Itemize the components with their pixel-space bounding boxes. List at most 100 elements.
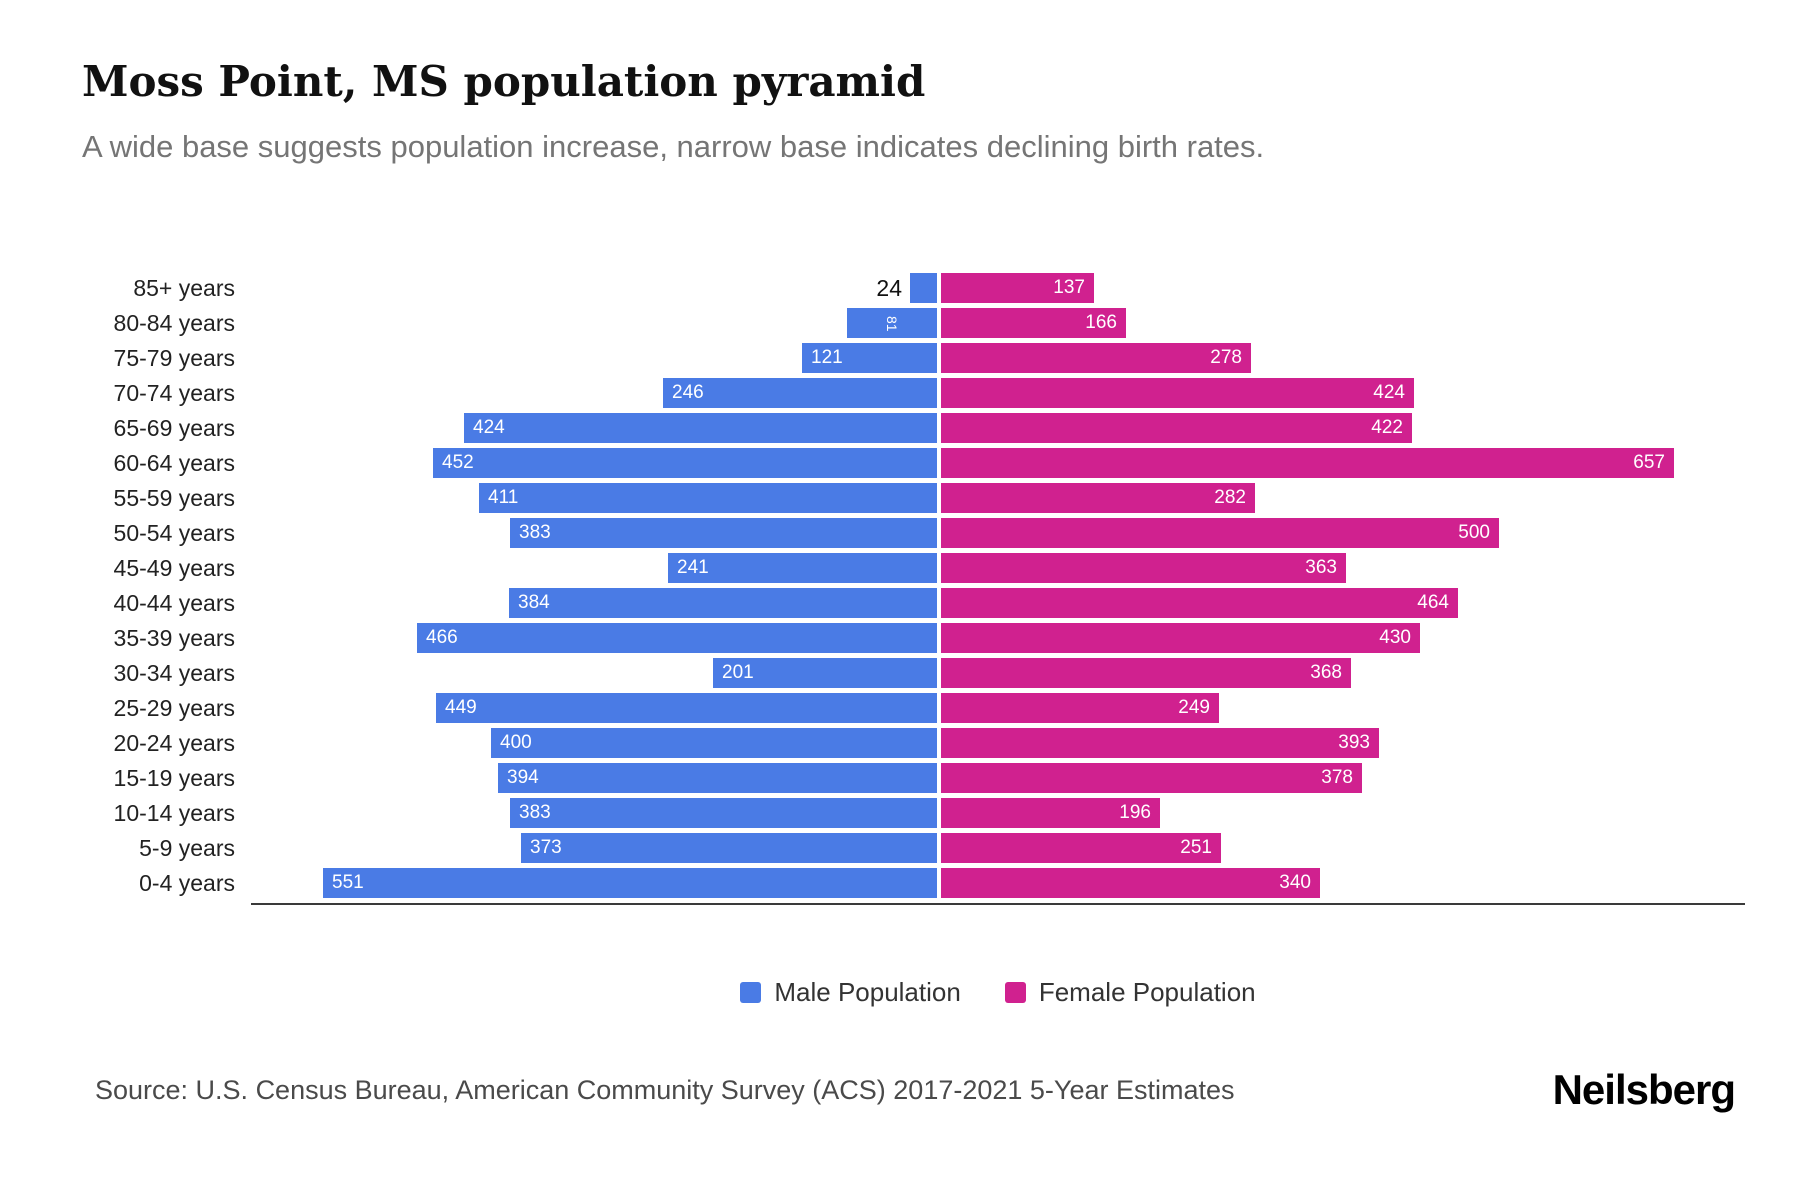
pyramid-row: 80-84 years 81 166 (85, 308, 1745, 339)
chart-legend: Male Population Female Population (251, 977, 1745, 1008)
pyramid-row: 5-9 years 373 251 (85, 833, 1745, 864)
legend-item-male[interactable]: Male Population (740, 977, 961, 1008)
female-value-label: 500 (1458, 522, 1490, 544)
female-bar (941, 588, 1458, 619)
female-value-label: 282 (1214, 487, 1246, 509)
male-bar (663, 378, 937, 409)
female-bar (941, 273, 1094, 304)
age-group-label: 45-49 years (113, 555, 235, 582)
male-bar (479, 483, 937, 514)
female-value-label: 430 (1379, 627, 1411, 649)
age-group-label: 15-19 years (113, 765, 235, 792)
female-value-label: 393 (1338, 732, 1370, 754)
pyramid-row: 45-49 years 241 363 (85, 553, 1745, 584)
male-bar (668, 553, 937, 584)
pyramid-row: 10-14 years 383 196 (85, 798, 1745, 829)
female-bar (941, 658, 1351, 689)
male-bar (491, 728, 937, 759)
male-value-label: 452 (442, 452, 474, 474)
pyramid-row: 50-54 years 383 500 (85, 518, 1745, 549)
male-legend-label: Male Population (774, 977, 961, 1008)
bar-area: 384 464 (251, 588, 1745, 619)
female-bar (941, 343, 1251, 374)
male-value-label: 411 (488, 487, 519, 509)
bar-area: 452 657 (251, 448, 1745, 479)
age-group-label: 5-9 years (139, 835, 235, 862)
female-value-label: 363 (1305, 557, 1337, 579)
male-swatch-icon (740, 982, 762, 1004)
age-group-label: 30-34 years (113, 660, 235, 687)
female-value-label: 422 (1371, 417, 1403, 439)
female-bar (941, 413, 1412, 444)
pyramid-row: 85+ years 24 137 (85, 273, 1745, 304)
bar-area: 241 363 (251, 553, 1745, 584)
female-bar (941, 728, 1379, 759)
male-value-label: 24 (876, 275, 902, 302)
age-group-label: 25-29 years (113, 695, 235, 722)
bar-area: 121 278 (251, 343, 1745, 374)
legend-item-female[interactable]: Female Population (1004, 977, 1256, 1008)
female-value-label: 278 (1210, 347, 1242, 369)
male-value-label: 246 (672, 382, 704, 404)
chart-subtitle: A wide base suggests population increase… (82, 129, 1265, 165)
male-bar (713, 658, 937, 689)
male-bar (464, 413, 937, 444)
pyramid-row: 25-29 years 449 249 (85, 693, 1745, 724)
pyramid-row: 55-59 years 411 282 (85, 483, 1745, 514)
bar-area: 81 166 (251, 308, 1745, 339)
bar-area: 373 251 (251, 833, 1745, 864)
bar-area: 383 196 (251, 798, 1745, 829)
neilsberg-logo: Neilsberg (1552, 1066, 1736, 1114)
female-bar (941, 623, 1420, 654)
female-bar (941, 483, 1255, 514)
male-value-label: 384 (518, 592, 550, 614)
female-value-label: 166 (1085, 312, 1117, 334)
male-value-label: 383 (519, 522, 551, 544)
female-value-label: 249 (1178, 697, 1210, 719)
female-bar (941, 378, 1414, 409)
pyramid-row: 0-4 years 551 340 (85, 868, 1745, 899)
male-bar (323, 868, 937, 899)
male-value-label: 394 (507, 767, 539, 789)
age-group-label: 65-69 years (113, 415, 235, 442)
pyramid-row: 70-74 years 246 424 (85, 378, 1745, 409)
chart-title: Moss Point, MS population pyramid (82, 57, 926, 106)
age-group-label: 35-39 years (113, 625, 235, 652)
male-value-label: 201 (722, 662, 754, 684)
female-bar (941, 518, 1499, 549)
female-swatch-icon (1004, 982, 1026, 1004)
female-value-label: 378 (1321, 767, 1353, 789)
pyramid-row: 15-19 years 394 378 (85, 763, 1745, 794)
pyramid-row: 60-64 years 452 657 (85, 448, 1745, 479)
female-value-label: 424 (1373, 382, 1405, 404)
age-group-label: 20-24 years (113, 730, 235, 757)
female-value-label: 340 (1279, 872, 1311, 894)
male-bar (510, 518, 937, 549)
male-value-label: 241 (677, 557, 709, 579)
female-value-label: 196 (1119, 802, 1151, 824)
pyramid-row: 30-34 years 201 368 (85, 658, 1745, 689)
age-group-label: 70-74 years (113, 380, 235, 407)
male-bar (498, 763, 937, 794)
female-bar (941, 868, 1320, 899)
bar-area: 24 137 (251, 273, 1745, 304)
source-text: Source: U.S. Census Bureau, American Com… (95, 1074, 1235, 1105)
pyramid-row: 40-44 years 384 464 (85, 588, 1745, 619)
male-value-label: 373 (530, 837, 562, 859)
female-value-label: 657 (1633, 452, 1665, 474)
bar-area: 246 424 (251, 378, 1745, 409)
bar-area: 424 422 (251, 413, 1745, 444)
bar-area: 394 378 (251, 763, 1745, 794)
male-value-label: 466 (426, 627, 458, 649)
male-value-label: 400 (500, 732, 532, 754)
male-value-label: 449 (445, 697, 477, 719)
chart-footer: Source: U.S. Census Bureau, American Com… (0, 1066, 1800, 1114)
female-value-label: 137 (1053, 277, 1085, 299)
male-value-label: 121 (811, 347, 843, 369)
male-bar (802, 343, 937, 374)
female-value-label: 464 (1417, 592, 1449, 614)
chart-header: Moss Point, MS population pyramid A wide… (0, 0, 1800, 165)
age-group-label: 0-4 years (139, 870, 235, 897)
female-bar (941, 798, 1160, 829)
